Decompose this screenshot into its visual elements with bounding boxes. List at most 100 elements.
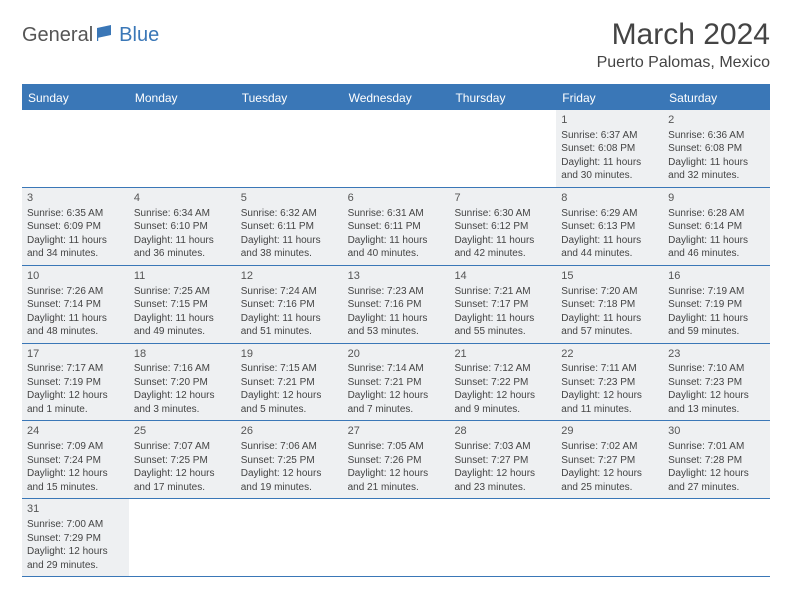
day-cell xyxy=(129,110,236,187)
sunrise-text: Sunrise: 6:35 AM xyxy=(27,207,124,221)
day-cell: 1Sunrise: 6:37 AMSunset: 6:08 PMDaylight… xyxy=(556,110,663,187)
daylight-text: Daylight: 11 hours and 59 minutes. xyxy=(668,312,765,339)
day-number: 13 xyxy=(348,269,445,284)
day-number: 24 xyxy=(27,424,124,439)
day-number: 29 xyxy=(561,424,658,439)
sunrise-text: Sunrise: 7:17 AM xyxy=(27,362,124,376)
sunrise-text: Sunrise: 7:00 AM xyxy=(27,518,124,532)
sunrise-text: Sunrise: 7:12 AM xyxy=(454,362,551,376)
week-row: 10Sunrise: 7:26 AMSunset: 7:14 PMDayligh… xyxy=(22,266,770,344)
calendar: SundayMondayTuesdayWednesdayThursdayFrid… xyxy=(22,84,770,577)
sunrise-text: Sunrise: 7:25 AM xyxy=(134,285,231,299)
day-number: 7 xyxy=(454,191,551,206)
day-cell: 20Sunrise: 7:14 AMSunset: 7:21 PMDayligh… xyxy=(343,344,450,421)
day-number: 25 xyxy=(134,424,231,439)
day-cell: 25Sunrise: 7:07 AMSunset: 7:25 PMDayligh… xyxy=(129,421,236,498)
day-cell: 13Sunrise: 7:23 AMSunset: 7:16 PMDayligh… xyxy=(343,266,450,343)
sunrise-text: Sunrise: 7:01 AM xyxy=(668,440,765,454)
day-cell: 6Sunrise: 6:31 AMSunset: 6:11 PMDaylight… xyxy=(343,188,450,265)
sunrise-text: Sunrise: 7:15 AM xyxy=(241,362,338,376)
daylight-text: Daylight: 12 hours and 15 minutes. xyxy=(27,467,124,494)
daylight-text: Daylight: 11 hours and 36 minutes. xyxy=(134,234,231,261)
sunrise-text: Sunrise: 7:16 AM xyxy=(134,362,231,376)
day-cell xyxy=(556,499,663,576)
sunset-text: Sunset: 7:16 PM xyxy=(241,298,338,312)
daylight-text: Daylight: 12 hours and 17 minutes. xyxy=(134,467,231,494)
sunrise-text: Sunrise: 7:23 AM xyxy=(348,285,445,299)
sunrise-text: Sunrise: 6:37 AM xyxy=(561,129,658,143)
sunset-text: Sunset: 7:21 PM xyxy=(348,376,445,390)
day-cell: 5Sunrise: 6:32 AMSunset: 6:11 PMDaylight… xyxy=(236,188,343,265)
day-number: 10 xyxy=(27,269,124,284)
sunset-text: Sunset: 7:23 PM xyxy=(668,376,765,390)
daylight-text: Daylight: 12 hours and 9 minutes. xyxy=(454,389,551,416)
weeks-container: 1Sunrise: 6:37 AM Sunset: 6:08 PM Daylight… xyxy=(22,110,770,577)
day-number: 30 xyxy=(668,424,765,439)
day-cell: 30Sunrise: 7:01 AMSunset: 7:28 PMDayligh… xyxy=(663,421,770,498)
logo-text-general: General xyxy=(22,24,93,47)
sunrise-text: Sunrise: 6:32 AM xyxy=(241,207,338,221)
daylight-text: Daylight: 12 hours and 25 minutes. xyxy=(561,467,658,494)
sunset-text: Sunset: 7:15 PM xyxy=(134,298,231,312)
sunrise-text: Sunrise: 7:06 AM xyxy=(241,440,338,454)
day-number: 1 xyxy=(561,113,658,128)
daylight-text: Daylight: 11 hours and 53 minutes. xyxy=(348,312,445,339)
daylight-text: Daylight: 11 hours and 40 minutes. xyxy=(348,234,445,261)
sunset-text: Sunset: 7:27 PM xyxy=(561,454,658,468)
day-number: 14 xyxy=(454,269,551,284)
sunset-text: Sunset: 7:25 PM xyxy=(134,454,231,468)
daylight-text: Daylight: 12 hours and 5 minutes. xyxy=(241,389,338,416)
day-cell xyxy=(236,110,343,187)
daylight-text: Daylight: 12 hours and 1 minute. xyxy=(27,389,124,416)
sunset-text: Sunset: 6:08 PM xyxy=(668,142,765,156)
sunset-text: Sunset: 7:16 PM xyxy=(348,298,445,312)
day-cell: 16Sunrise: 7:19 AMSunset: 7:19 PMDayligh… xyxy=(663,266,770,343)
sunrise-text: Sunrise: 6:31 AM xyxy=(348,207,445,221)
logo-text-blue: Blue xyxy=(119,24,159,47)
sunset-text: Sunset: 6:13 PM xyxy=(561,220,658,234)
sunrise-text: Sunrise: 7:14 AM xyxy=(348,362,445,376)
sunrise-text: Sunrise: 7:10 AM xyxy=(668,362,765,376)
day-header: Tuesday xyxy=(236,86,343,110)
day-cell: 12Sunrise: 7:24 AMSunset: 7:16 PMDayligh… xyxy=(236,266,343,343)
day-cell xyxy=(22,110,129,187)
day-cell: 23Sunrise: 7:10 AMSunset: 7:23 PMDayligh… xyxy=(663,344,770,421)
daylight-text: Daylight: 12 hours and 13 minutes. xyxy=(668,389,765,416)
sunset-text: Sunset: 6:14 PM xyxy=(668,220,765,234)
sunset-text: Sunset: 7:27 PM xyxy=(454,454,551,468)
sunset-text: Sunset: 7:25 PM xyxy=(241,454,338,468)
daylight-text: Daylight: 11 hours and 42 minutes. xyxy=(454,234,551,261)
sunrise-text: Sunrise: 7:21 AM xyxy=(454,285,551,299)
day-cell: 22Sunrise: 7:11 AMSunset: 7:23 PMDayligh… xyxy=(556,344,663,421)
day-cell xyxy=(663,499,770,576)
day-header: Sunday xyxy=(22,86,129,110)
sunrise-text: Sunrise: 7:03 AM xyxy=(454,440,551,454)
title-block: March 2024 Puerto Palomas, Mexico xyxy=(597,18,770,72)
day-number: 18 xyxy=(134,347,231,362)
sunset-text: Sunset: 7:22 PM xyxy=(454,376,551,390)
daylight-text: Daylight: 12 hours and 29 minutes. xyxy=(27,545,124,572)
daylight-text: Daylight: 11 hours and 57 minutes. xyxy=(561,312,658,339)
day-cell: 11Sunrise: 7:25 AMSunset: 7:15 PMDayligh… xyxy=(129,266,236,343)
sunset-text: Sunset: 7:14 PM xyxy=(27,298,124,312)
sunset-text: Sunset: 6:12 PM xyxy=(454,220,551,234)
daylight-text: Daylight: 12 hours and 23 minutes. xyxy=(454,467,551,494)
sunrise-text: Sunrise: 7:20 AM xyxy=(561,285,658,299)
day-header: Monday xyxy=(129,86,236,110)
day-number: 4 xyxy=(134,191,231,206)
daylight-text: Daylight: 11 hours and 46 minutes. xyxy=(668,234,765,261)
day-cell: 3Sunrise: 6:35 AMSunset: 6:09 PMDaylight… xyxy=(22,188,129,265)
day-cell: 26Sunrise: 7:06 AMSunset: 7:25 PMDayligh… xyxy=(236,421,343,498)
daylight-text: Daylight: 11 hours and 48 minutes. xyxy=(27,312,124,339)
day-header: Thursday xyxy=(449,86,556,110)
day-number: 5 xyxy=(241,191,338,206)
day-cell: 15Sunrise: 7:20 AMSunset: 7:18 PMDayligh… xyxy=(556,266,663,343)
day-cell: 28Sunrise: 7:03 AMSunset: 7:27 PMDayligh… xyxy=(449,421,556,498)
day-number: 20 xyxy=(348,347,445,362)
sunrise-text: Sunrise: 6:34 AM xyxy=(134,207,231,221)
sunset-text: Sunset: 7:26 PM xyxy=(348,454,445,468)
day-cell: 2Sunrise: 6:36 AMSunset: 6:08 PMDaylight… xyxy=(663,110,770,187)
sunset-text: Sunset: 7:21 PM xyxy=(241,376,338,390)
day-header-row: SundayMondayTuesdayWednesdayThursdayFrid… xyxy=(22,86,770,110)
day-header: Saturday xyxy=(663,86,770,110)
